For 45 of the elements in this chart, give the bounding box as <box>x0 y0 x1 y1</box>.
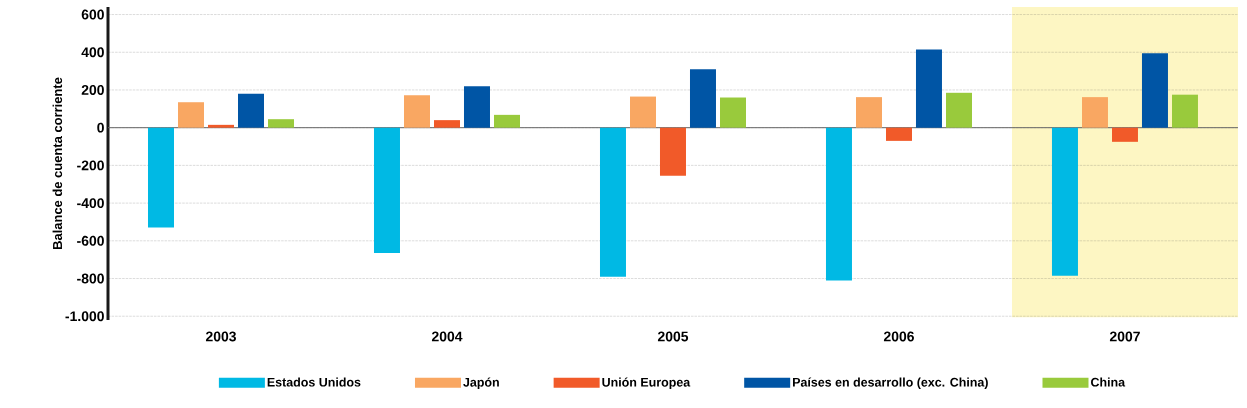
legend-label: Estados Unidos <box>267 377 361 387</box>
bar <box>629 96 656 128</box>
y-tick-label: -1.000 <box>65 311 104 322</box>
bar <box>148 127 174 228</box>
bar <box>208 124 234 128</box>
x-tick-label: 2004 <box>431 331 463 342</box>
y-tick-label: 400 <box>81 47 104 58</box>
bar <box>825 127 852 281</box>
x-tick-label: 2005 <box>657 331 689 342</box>
bar <box>915 49 942 128</box>
bar <box>719 97 746 128</box>
bar <box>885 127 912 141</box>
bar <box>1111 127 1138 142</box>
y-tick-label: 200 <box>81 85 104 95</box>
bar <box>1081 97 1108 128</box>
y-tick-label: 600 <box>81 9 104 20</box>
bar <box>178 102 204 128</box>
bar <box>689 69 716 128</box>
y-tick-label: 0 <box>97 122 104 133</box>
bar <box>463 86 490 128</box>
y-tick-label: -400 <box>77 198 104 209</box>
y-axis-title: Balance de cuenta corriente <box>52 77 63 250</box>
x-tick-label: 2007 <box>1109 331 1140 342</box>
y-tick-label: -200 <box>77 160 104 171</box>
bar <box>1141 53 1168 128</box>
bar <box>433 120 460 128</box>
bar <box>659 127 686 176</box>
y-tick-label: -600 <box>77 235 104 246</box>
legend-label: Unión Europea <box>602 377 691 390</box>
bar <box>373 127 400 254</box>
bar <box>238 93 264 128</box>
bar <box>599 127 626 277</box>
bar <box>1051 127 1078 276</box>
bar <box>945 92 972 128</box>
legend-label: China <box>1091 377 1126 387</box>
legend-label: Japón <box>463 377 499 390</box>
y-tick-label: -800 <box>77 273 104 284</box>
bar <box>403 95 430 128</box>
legend-label: Países en desarrollo (exc. China) <box>793 377 988 390</box>
bar <box>493 114 520 128</box>
bar <box>855 97 882 128</box>
bar <box>268 119 294 128</box>
x-tick-label: 2003 <box>205 331 236 342</box>
bar <box>1171 94 1198 128</box>
x-tick-label: 2006 <box>883 331 914 342</box>
